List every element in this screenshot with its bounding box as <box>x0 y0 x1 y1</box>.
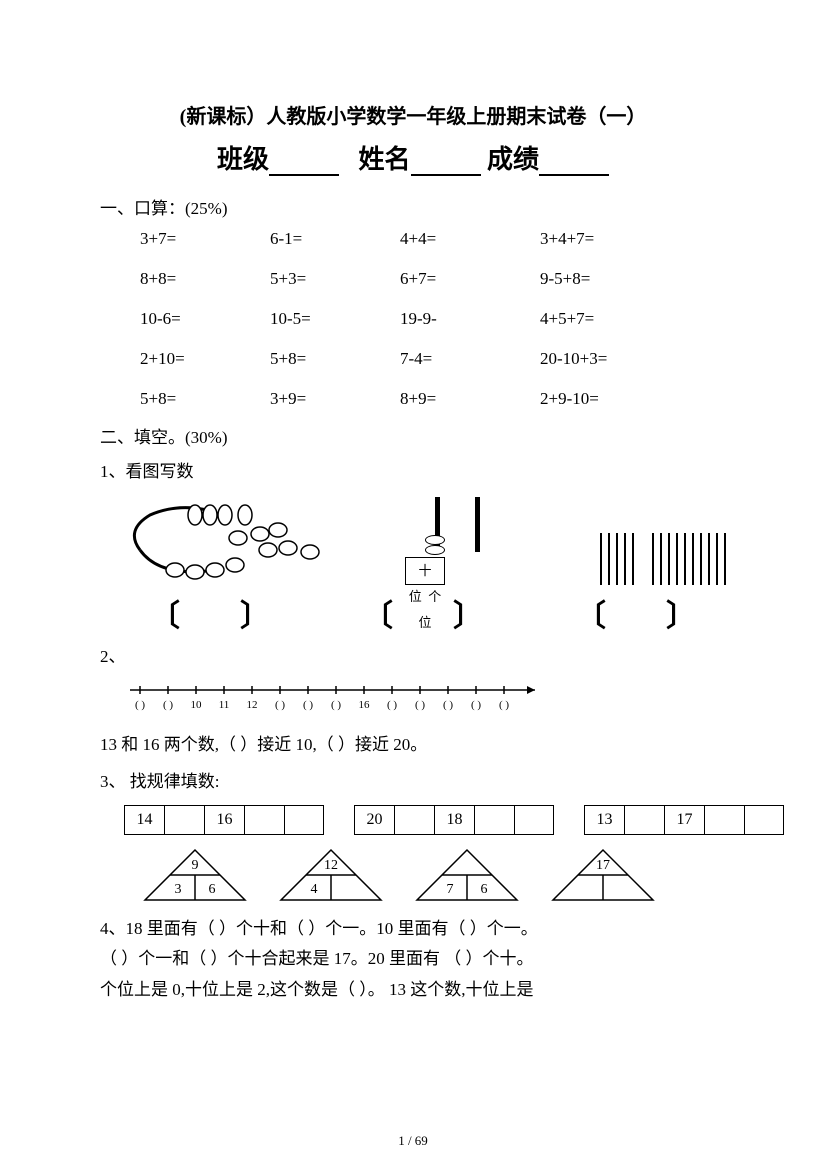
problem: 2+9-10= <box>540 389 700 409</box>
section2-heading: 二、填空。(30%) <box>100 423 726 448</box>
exam-page: (新课标）人教版小学数学一年级上册期末试卷（一） 班级 姓名 成绩 一、口算：(… <box>0 0 826 1169</box>
problem: 5+8= <box>270 349 400 369</box>
q1-label: 1、看图写数 <box>100 458 726 487</box>
pattern-cell: 20 <box>354 805 394 835</box>
problem: 6-1= <box>270 229 400 249</box>
problem: 5+8= <box>140 389 270 409</box>
svg-text:( ): ( ) <box>135 699 145 711</box>
pattern-cell <box>284 805 324 835</box>
boxset: 13 17 <box>584 805 784 835</box>
name-blank <box>411 147 481 176</box>
mental-math-grid: 3+7= 6-1= 4+4= 3+4+7= 8+8= 5+3= 6+7= 9-5… <box>140 229 726 409</box>
name-label: 姓名 <box>358 145 410 174</box>
pattern-cell <box>514 805 554 835</box>
problem: 7-4= <box>400 349 540 369</box>
number-line-icon: ( ) ( ) 10 11 12 ( ) ( ) ( ) 16 ( ) ( ) ( ) ( ) ( ) <box>130 680 550 716</box>
beads-icon <box>120 500 320 585</box>
svg-text:( ): ( ) <box>471 699 481 711</box>
tri-left: 7 <box>447 882 454 897</box>
q1-figures: 十位 个位 <box>120 495 726 585</box>
svg-text:( ): ( ) <box>275 699 285 711</box>
tri-left: 3 <box>175 882 182 897</box>
bracket: 〔 〕 <box>150 591 270 635</box>
tri-right: 6 <box>209 882 216 897</box>
score-blank <box>539 147 609 176</box>
problem: 4+4= <box>400 229 540 249</box>
pattern-cell <box>244 805 284 835</box>
beads-figure <box>120 500 320 585</box>
number-line: ( ) ( ) 10 11 12 ( ) ( ) ( ) 16 ( ) ( ) ( ) ( ) ( ) <box>130 680 726 721</box>
pattern-cell: 14 <box>124 805 164 835</box>
svg-text:( ): ( ) <box>387 699 397 711</box>
problem: 20-10+3= <box>540 349 700 369</box>
problem: 6+7= <box>400 269 540 289</box>
q4-line2: （ ）个一和（ ）个十合起来是 17。20 里面有 （ ）个十。 <box>100 945 726 974</box>
pattern-cell <box>624 805 664 835</box>
pattern-cell: 16 <box>204 805 244 835</box>
tri-left: 4 <box>311 882 318 897</box>
bracket: 〔 〕 <box>576 591 696 635</box>
triangle-figure: 9 3 6 <box>140 845 250 905</box>
svg-text:( ): ( ) <box>443 699 453 711</box>
tri-top: 12 <box>324 858 338 873</box>
pattern-cell <box>474 805 514 835</box>
pattern-cell <box>704 805 744 835</box>
svg-text:( ): ( ) <box>163 699 173 711</box>
tally-figure <box>600 525 726 585</box>
pattern-boxes: 14 16 20 18 13 17 <box>124 805 726 835</box>
svg-text:( ): ( ) <box>415 699 425 711</box>
svg-text:10: 10 <box>191 699 203 711</box>
tri-top: 17 <box>596 858 610 873</box>
svg-text:( ): ( ) <box>331 699 341 711</box>
pattern-cell: 18 <box>434 805 474 835</box>
section1-heading: 一、口算：(25%) <box>100 194 726 219</box>
q4-line1: 4、18 里面有（ ）个十和（ ）个一。10 里面有（ ）个一。 <box>100 915 726 944</box>
svg-text:12: 12 <box>247 699 258 711</box>
pattern-cell: 13 <box>584 805 624 835</box>
problem: 3+9= <box>270 389 400 409</box>
boxset: 20 18 <box>354 805 554 835</box>
pattern-cell <box>394 805 434 835</box>
svg-text:16: 16 <box>359 699 371 711</box>
problem: 9-5+8= <box>540 269 700 289</box>
problem: 5+3= <box>270 269 400 289</box>
svg-text:( ): ( ) <box>499 699 509 711</box>
problem: 8+9= <box>400 389 540 409</box>
q2-text: 13 和 16 两个数,（ ）接近 10,（ ）接近 20。 <box>100 731 726 760</box>
class-label: 班级 <box>217 145 269 174</box>
triangle-row: 9 3 6 12 4 7 6 17 <box>140 845 726 905</box>
tri-right: 6 <box>481 882 488 897</box>
pattern-cell: 17 <box>664 805 704 835</box>
q3-label: 3、 找规律填数: <box>100 768 726 797</box>
page-title: (新课标）人教版小学数学一年级上册期末试卷（一） <box>100 100 726 129</box>
triangle-figure: 17 <box>548 845 658 905</box>
boxset: 14 16 <box>124 805 324 835</box>
abacus-figure: 十位 个位 <box>405 497 515 585</box>
problem: 2+10= <box>140 349 270 369</box>
pattern-cell <box>164 805 204 835</box>
svg-text:11: 11 <box>219 699 230 711</box>
problem: 8+8= <box>140 269 270 289</box>
q4-line3: 个位上是 0,十位上是 2,这个数是（ ）。 13 这个数,十位上是 <box>100 976 726 1005</box>
problem: 3+7= <box>140 229 270 249</box>
problem: 10-5= <box>270 309 400 329</box>
svg-text:( ): ( ) <box>303 699 313 711</box>
class-blank <box>269 147 339 176</box>
tri-top: 9 <box>192 858 199 873</box>
problem: 3+4+7= <box>540 229 700 249</box>
problem: 4+5+7= <box>540 309 700 329</box>
page-number: 1 / 69 <box>0 1133 826 1149</box>
problem: 19-9- <box>400 309 540 329</box>
triangle-figure: 7 6 <box>412 845 522 905</box>
problem: 10-6= <box>140 309 270 329</box>
student-fields: 班级 姓名 成绩 <box>100 139 726 176</box>
score-label: 成绩 <box>487 145 539 174</box>
pattern-cell <box>744 805 784 835</box>
triangle-figure: 12 4 <box>276 845 386 905</box>
q2-label: 2、 <box>100 643 726 672</box>
